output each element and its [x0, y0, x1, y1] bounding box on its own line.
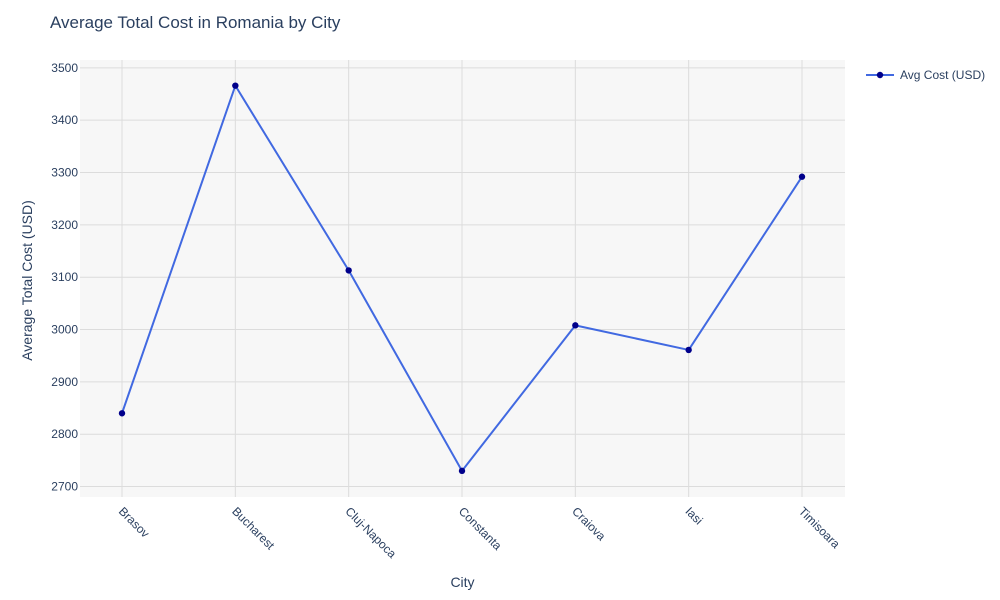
y-tick-label: 3200	[51, 218, 78, 232]
x-tick-label: Bucharest	[229, 504, 278, 553]
grid-layer	[80, 60, 845, 497]
y-tick-label: 3300	[51, 166, 78, 180]
y-tick-label: 3100	[51, 270, 78, 284]
x-axis-title: City	[450, 574, 474, 590]
y-tick-label: 3400	[51, 113, 78, 127]
x-axis-ticks: Brasov Bucharest Cluj-Napoca Constanta Craio…	[116, 504, 843, 561]
legend-label: Avg Cost (USD)	[900, 68, 985, 82]
y-tick-label: 3500	[51, 61, 78, 75]
x-tick-label: Timisoara	[796, 504, 843, 551]
data-point[interactable]	[118, 410, 126, 417]
y-tick-label: 2700	[51, 480, 78, 494]
y-axis-ticks: 2700 2800 2900 3000 3100 3200 3300 3400 3500	[51, 61, 78, 494]
legend[interactable]: Avg Cost (USD)	[866, 68, 985, 82]
x-tick-label: Iasi	[683, 504, 706, 527]
y-axis-title: Average Total Cost (USD)	[19, 200, 35, 361]
y-tick-label: 2800	[51, 427, 78, 441]
x-tick-label: Cluj-Napoca	[343, 504, 400, 561]
legend-item[interactable]: Avg Cost (USD)	[866, 68, 985, 82]
data-point[interactable]	[685, 346, 692, 354]
x-tick-label: Craiova	[569, 504, 608, 543]
data-point[interactable]	[345, 267, 352, 274]
chart-title: Average Total Cost in Romania by City	[50, 13, 341, 32]
data-point[interactable]	[798, 173, 806, 180]
series-layer	[118, 82, 806, 475]
y-tick-label: 2900	[51, 375, 78, 389]
data-point[interactable]	[458, 467, 466, 475]
y-tick-label: 3000	[51, 323, 78, 337]
data-point[interactable]	[572, 322, 579, 329]
data-point[interactable]	[232, 82, 239, 89]
x-tick-label: Constanta	[456, 504, 505, 553]
x-tick-label: Brasov	[116, 504, 152, 540]
legend-marker-swatch	[876, 71, 884, 79]
